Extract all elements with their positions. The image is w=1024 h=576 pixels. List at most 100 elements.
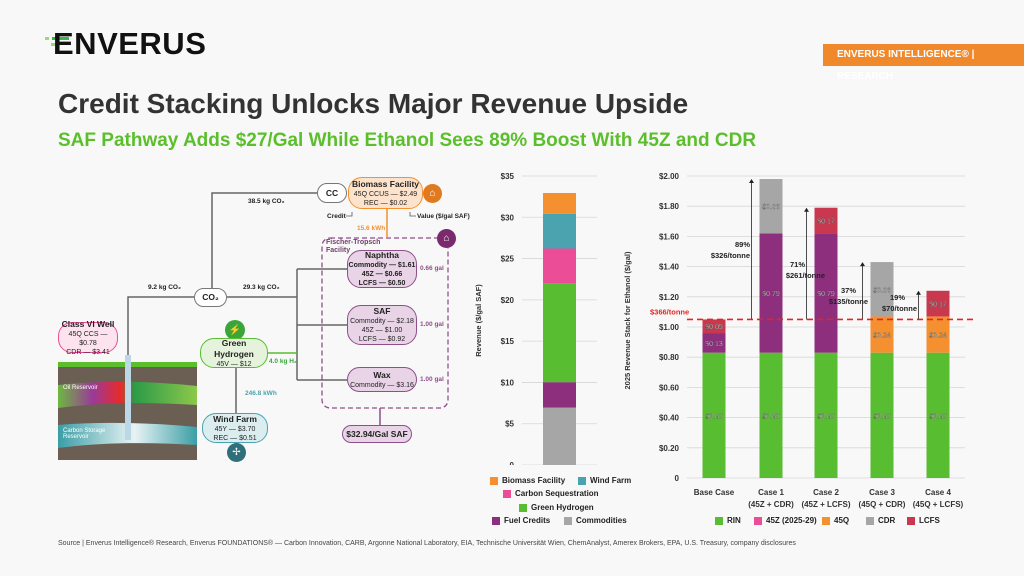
data-label: $0.79 <box>817 291 835 298</box>
value-legend-label: Value ($/gal SAF) <box>417 213 470 220</box>
legend-label: Carbon Sequestration <box>515 489 599 498</box>
logo-mark-icon <box>45 37 69 46</box>
legend-label: CDR <box>878 516 896 525</box>
data-label: $0.24 <box>873 333 891 340</box>
cc-node: CC <box>317 183 347 203</box>
y-tick-label: $1.40 <box>659 263 680 272</box>
wind-farm-node: Wind Farm 45Y — $3.70 REC — $0.51 <box>202 413 268 443</box>
legend-item: Carbon Sequestration <box>503 489 599 498</box>
legend-label: Wind Farm <box>590 476 632 485</box>
bar-segment <box>814 233 838 353</box>
ft-facility-title: Fischer-Tropsch Facility <box>326 239 381 254</box>
legend-item: Wind Farm <box>578 476 631 485</box>
x-tick-label-sub: (45Z + LCFS) <box>801 500 850 509</box>
bar-segment <box>870 316 894 353</box>
refinery-icon: ⌂ <box>437 229 456 248</box>
legend-item: CDR <box>866 516 895 525</box>
data-label: $0.36 <box>762 204 780 211</box>
arrow-head-icon <box>804 207 809 212</box>
wind-turbine-icon: ✢ <box>227 443 246 462</box>
growth-percent: 71% <box>790 260 805 269</box>
y-tick-label: $2.00 <box>659 172 680 181</box>
arrow-head-icon <box>749 179 754 184</box>
bar-segment <box>759 352 783 478</box>
diagram-connectors <box>58 192 449 460</box>
legend-label: Fuel Credits <box>504 516 551 525</box>
y-tick-label: $5 <box>505 420 514 429</box>
data-label: $0.36 <box>873 287 891 294</box>
total-saf-value: $32.94/Gal SAF <box>342 425 412 443</box>
saf-gal: 1.00 gal <box>420 321 444 328</box>
data-label: $0.83 <box>705 413 723 420</box>
y-tick-label: $1.00 <box>659 323 680 332</box>
biomass-facility-node: Biomass Facility 45Q CCUS — $2.49 REC — $0… <box>348 177 423 209</box>
legend-label: RIN <box>727 516 741 525</box>
y-axis-label-right: 2025 Revenue Stack for Ethanol ($/gal) <box>623 251 632 389</box>
green-hydrogen-node: Green Hydrogen 45V — $12 <box>200 338 268 368</box>
data-label: $0.09 <box>705 324 723 331</box>
data-label: $0.13 <box>705 341 723 348</box>
legend-swatch <box>564 516 572 525</box>
legend-label: Biomass Facility <box>502 476 566 485</box>
y-tick-label: 0 <box>510 461 515 465</box>
legend-label: Green Hydrogen <box>531 503 594 512</box>
legend-swatch <box>907 516 915 525</box>
y-tick-label: $30 <box>501 213 515 222</box>
data-label: $0.83 <box>873 413 891 420</box>
y-tick-label: 0 <box>675 474 680 483</box>
legend-item: Fuel Credits <box>492 516 550 525</box>
legend-swatch <box>754 516 762 525</box>
bar-segment-green-hydrogen <box>543 283 576 383</box>
x-tick-label: Case 4 <box>925 488 951 497</box>
growth-price: $326/tonne <box>711 251 750 260</box>
data-label: $0.83 <box>817 413 835 420</box>
lightning-icon: ⚡ <box>225 320 245 340</box>
wax-node: Wax Commodity — $3.16 <box>347 367 417 392</box>
flow-label-top: 38.5 kg CO₂ <box>248 198 285 205</box>
y-tick-label: $0.20 <box>659 444 680 453</box>
data-label: $0.17 <box>817 219 835 226</box>
y-axis-label: Revenue ($/gal SAF) <box>474 284 483 357</box>
y-tick-label: $1.80 <box>659 202 680 211</box>
saf-revenue-chart: 0 $5 $10 $15 $20 $25 $30 $35 Revenue ($/gal SAF)… <box>474 172 632 465</box>
enverus-logo: ENVERUS <box>53 26 207 61</box>
research-badge: ENVERUS INTELLIGENCE® | RESEARCH <box>823 44 1024 82</box>
data-label: $0.79 <box>762 291 780 298</box>
legend-item: Green Hydrogen <box>519 503 594 512</box>
source-footnote: Source | Enverus Intelligence® Research,… <box>58 540 796 547</box>
class-vi-well-node: Class VI Well 45Q CCS — $0.78 CDR — $3.41 <box>58 319 118 356</box>
bar-segment <box>759 233 783 353</box>
growth-percent: 89% <box>735 240 750 249</box>
bar-segment-wind-farm <box>543 213 576 249</box>
legend-item: RIN <box>715 516 741 525</box>
carbon-storage-label: Carbon Storage Reservoir <box>63 428 106 440</box>
legend-swatch <box>866 516 874 525</box>
bar-segment-commodities <box>543 407 576 465</box>
y-tick-label: $35 <box>501 172 515 181</box>
y-tick-label: $1.20 <box>659 293 680 302</box>
data-label: $0.83 <box>929 413 947 420</box>
y-tick-label: $25 <box>501 255 515 264</box>
factory-icon: ⌂ <box>423 184 442 203</box>
bar-segment <box>926 352 950 478</box>
legend-swatch <box>715 516 723 525</box>
legend-item: Biomass Facility <box>490 476 565 485</box>
x-tick-label-sub: (45Z + CDR) <box>748 500 794 509</box>
bar-segment <box>814 352 838 478</box>
credit-legend-label: Credit <box>327 213 346 220</box>
bar-segment <box>926 316 950 353</box>
wax-gal: 1.00 gal <box>420 376 444 383</box>
bar-segment <box>702 319 726 334</box>
arrow-head-icon <box>860 262 865 267</box>
bar-segment <box>702 352 726 478</box>
legend-label: 45Z (2025-29) <box>766 516 817 525</box>
y-tick-label: $0.60 <box>659 383 680 392</box>
reference-line-label: $366/tonne <box>650 307 689 316</box>
x-tick-label: Base Case <box>694 488 735 497</box>
bar-segment <box>702 333 726 353</box>
page-title: Credit Stacking Unlocks Major Revenue Up… <box>58 88 689 119</box>
ethanol-revenue-chart: 0 $0.20 $0.40 $0.60 $0.80 $1.00 $1.20 $1.40 $1.6… <box>650 172 975 509</box>
y-tick-label: $20 <box>501 296 515 305</box>
legend-swatch <box>492 516 500 525</box>
legend-swatch <box>490 476 498 485</box>
